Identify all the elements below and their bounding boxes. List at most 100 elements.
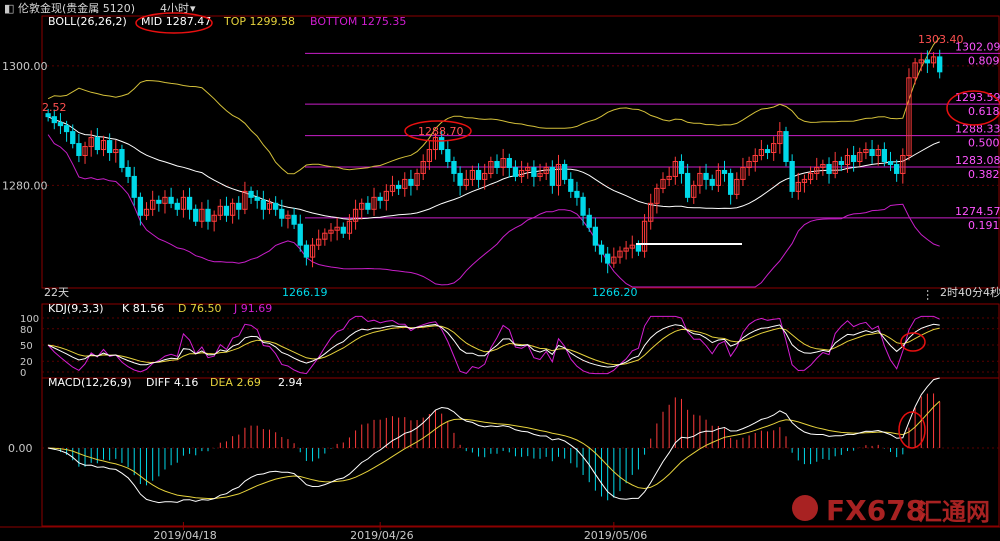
candle-body	[568, 178, 574, 192]
fib-0618-circle	[946, 90, 1000, 126]
candle-body	[82, 146, 88, 157]
candle-body	[70, 131, 76, 145]
candle-body	[592, 226, 599, 246]
fib-price-label: 1283.08	[955, 154, 1000, 167]
boll-bottom-line	[47, 134, 940, 288]
candle-body	[641, 220, 648, 252]
candle-body	[150, 199, 156, 210]
candle-body	[211, 214, 217, 222]
candle-body	[131, 175, 137, 198]
macd-diff-line	[48, 377, 940, 504]
candle-body	[500, 158, 506, 168]
candle-body	[598, 244, 605, 255]
macd-name: MACD(12,26,9)	[48, 376, 132, 389]
candle-body	[143, 208, 150, 216]
candle-body	[482, 172, 488, 180]
candle-body	[666, 175, 672, 180]
candles	[45, 49, 943, 274]
candle-body	[580, 196, 586, 216]
candle-body	[76, 143, 82, 157]
candle-body	[469, 169, 476, 180]
candle-body	[94, 137, 100, 151]
period-label[interactable]: 4小时	[160, 2, 189, 15]
x-tick-label: 2019/04/18	[153, 529, 216, 541]
candle-body	[555, 163, 562, 186]
fib-ratio-label: 0.618	[968, 105, 1000, 118]
candle-body	[242, 190, 248, 210]
left-value-label: 2.52	[42, 101, 67, 114]
candle-body	[420, 160, 426, 174]
watermark-text: FX678	[826, 494, 925, 527]
candle-body	[795, 181, 801, 192]
price-tick-label: 1300.00	[2, 60, 48, 73]
macd-dea: DEA 2.69	[210, 376, 261, 389]
kdj-lines	[47, 315, 940, 375]
candle-body	[180, 196, 187, 210]
candle-body	[309, 244, 316, 258]
candle-body	[629, 244, 635, 249]
candle-body	[734, 178, 740, 195]
candle-body	[119, 149, 125, 168]
candle-body	[156, 199, 162, 204]
candle-body	[518, 169, 525, 177]
candle-body	[285, 214, 291, 219]
macd-cross-circle	[898, 411, 926, 449]
candle-body	[106, 140, 113, 154]
candle-body	[506, 158, 512, 168]
candle-body	[875, 149, 881, 157]
candle-body	[881, 149, 888, 162]
kdj-d: D 76.50	[178, 302, 221, 315]
kdj-j: J 91.69	[233, 302, 272, 315]
candle-body	[303, 244, 310, 258]
candle-body	[63, 125, 70, 133]
candle-body	[45, 113, 51, 118]
candle-body	[193, 208, 199, 222]
candle-body	[924, 59, 931, 64]
macd-tick-label: 0.00	[8, 442, 33, 455]
candle-body	[334, 226, 340, 231]
candle-body	[850, 155, 857, 162]
candle-body	[549, 166, 555, 186]
chevron-down-icon[interactable]: ▾	[190, 2, 196, 15]
candle-body	[137, 196, 144, 216]
candle-body	[715, 169, 722, 186]
instrument-title: 伦敦金现(贵金属 5120)	[18, 1, 135, 15]
candle-body	[537, 172, 543, 177]
candle-body	[684, 172, 691, 198]
candle-body	[125, 166, 131, 177]
kdj-cross-circle	[900, 332, 926, 352]
fib-ratio-label: 0.191	[968, 219, 1000, 232]
x-tick-label: 2019/05/06	[584, 529, 647, 541]
candle-body	[820, 163, 826, 168]
candle-body	[352, 208, 359, 222]
candle-body	[236, 202, 242, 210]
candle-body	[494, 160, 500, 168]
candle-body	[457, 172, 463, 186]
candle-body	[248, 190, 254, 198]
candle-body	[887, 160, 894, 165]
price-tick-label: 1280.00	[2, 179, 48, 192]
candle-body	[648, 202, 654, 222]
candle-body	[174, 202, 180, 210]
candle-body	[57, 122, 64, 127]
candle-body	[316, 238, 322, 246]
candle-body	[402, 178, 408, 189]
kdj-tick-label: 100	[20, 314, 39, 325]
candle-body	[383, 190, 389, 201]
low-right-label: 1266.20	[592, 286, 638, 299]
kdj-tick-label: 0	[20, 368, 26, 379]
boll-top-line	[47, 37, 941, 175]
candle-body	[272, 202, 279, 210]
candle-body	[721, 169, 728, 174]
x-tick-label: 2019/04/26	[350, 529, 413, 541]
candle-body	[51, 116, 57, 124]
candle-body	[561, 163, 568, 180]
fib-price-label: 1302.09	[955, 40, 1000, 53]
candle-body	[525, 166, 531, 171]
candle-body	[912, 62, 918, 79]
candle-body	[346, 220, 353, 234]
kdj-name: KDJ(9,3,3)	[48, 302, 104, 315]
candle-body	[740, 166, 746, 180]
candle-body	[432, 137, 439, 151]
